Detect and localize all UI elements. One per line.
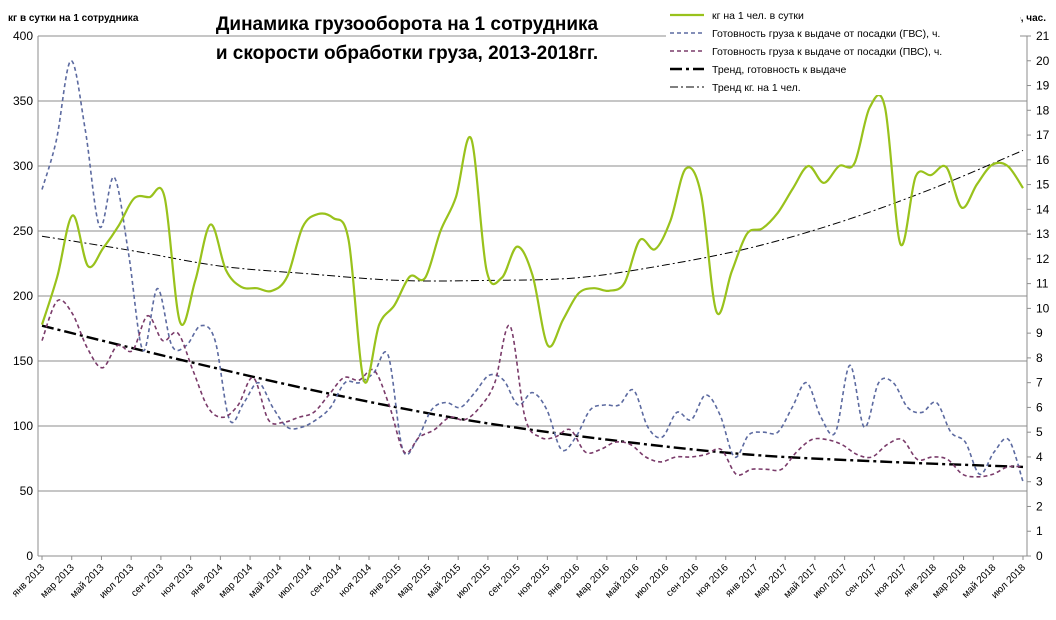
legend-label: Готовность груза к выдаче от посадки (ГВ… <box>712 28 940 40</box>
series-line-4 <box>41 149 1024 282</box>
y-right-tick-label: 1 <box>1036 524 1043 538</box>
y-right-tick-label: 3 <box>1036 475 1043 489</box>
y-left-tick-label: 0 <box>26 549 33 563</box>
legend-bg <box>666 79 1020 95</box>
y-right-tick-label: 4 <box>1036 450 1043 464</box>
y-left-tick-label: 250 <box>13 224 33 238</box>
y-axis-left-title: кг в сутки на 1 сотрудника <box>8 13 139 24</box>
axes-layer: 0501001502002503003504000123456789101112… <box>10 29 1050 601</box>
y-right-tick-label: 2 <box>1036 499 1043 513</box>
chart-title-line-2: и скорости обработки груза, 2013-2018гг. <box>216 43 598 64</box>
y-right-tick-label: 10 <box>1036 301 1050 315</box>
y-right-tick-label: 19 <box>1036 79 1050 93</box>
series-line-0 <box>40 93 1024 384</box>
legend-label: Тренд, готовность к выдаче <box>712 64 847 76</box>
y-left-tick-label: 100 <box>13 419 33 433</box>
y-left-tick-label: 400 <box>13 29 33 43</box>
legend: кг на 1 чел. в сутки Готовность груза к в… <box>666 7 1020 95</box>
y-left-tick-label: 50 <box>20 484 34 498</box>
y-left-tick-label: 150 <box>13 354 33 368</box>
y-right-tick-label: 17 <box>1036 128 1050 142</box>
y-right-tick-label: 16 <box>1036 153 1050 167</box>
y-left-tick-label: 350 <box>13 94 33 108</box>
series-line-3 <box>41 324 1024 469</box>
y-right-tick-label: 7 <box>1036 376 1043 390</box>
legend-bg <box>666 7 1020 23</box>
series-line-2 <box>41 299 1024 478</box>
y-right-tick-label: 18 <box>1036 103 1050 117</box>
y-right-tick-label: 0 <box>1036 549 1043 563</box>
y-right-tick-label: 9 <box>1036 326 1043 340</box>
legend-bg <box>666 43 1020 59</box>
y-right-tick-label: 14 <box>1036 202 1050 216</box>
grid <box>38 35 1027 557</box>
legend-label: Готовность груза к выдаче от посадки (ПВ… <box>712 46 942 58</box>
y-right-tick-label: 20 <box>1036 54 1050 68</box>
series-layer <box>40 59 1024 482</box>
legend-bg <box>666 25 1020 41</box>
series-line-1 <box>41 59 1024 482</box>
y-right-tick-label: 6 <box>1036 400 1043 414</box>
legend-label: Тренд кг. на 1 чел. <box>712 82 801 94</box>
y-right-tick-label: 8 <box>1036 351 1043 365</box>
plot-frame <box>37 36 1028 556</box>
chart-title-line-1: Динамика грузооборота на 1 сотрудника <box>216 14 599 35</box>
legend-label: кг на 1 чел. в сутки <box>712 10 804 22</box>
y-right-tick-label: 12 <box>1036 252 1050 266</box>
y-right-tick-label: 11 <box>1036 277 1049 291</box>
y-right-tick-label: 13 <box>1036 227 1050 241</box>
legend-bg <box>666 61 1020 77</box>
y-right-tick-label: 15 <box>1036 178 1050 192</box>
y-right-tick-label: 5 <box>1036 425 1043 439</box>
y-left-tick-label: 200 <box>13 289 33 303</box>
y-left-tick-label: 300 <box>13 159 33 173</box>
y-right-tick-label: 21 <box>1036 29 1050 43</box>
